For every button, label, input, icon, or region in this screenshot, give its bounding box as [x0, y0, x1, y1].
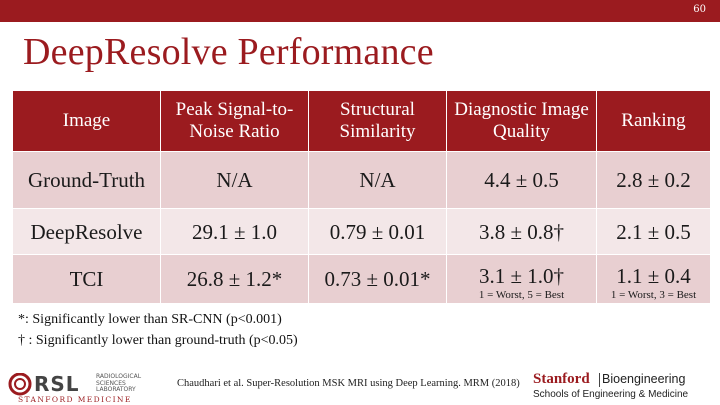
rsl-subtitle: RADIOLOGICAL SCIENCES LABORATORY: [96, 373, 142, 393]
rsl-emblem-icon: [8, 373, 32, 396]
cell-quality: 3.1 ± 1.0† 1 = Worst, 5 = Best: [446, 254, 597, 304]
cell-quality: 3.8 ± 0.8†: [446, 208, 597, 255]
slide-number: 60: [693, 4, 706, 15]
cell-psnr: N/A: [160, 151, 309, 209]
citation: Chaudhari et al. Super-Resolution MSK MR…: [177, 378, 520, 389]
table-row: Ground-Truth N/A N/A 4.4 ± 0.5 2.8 ± 0.2: [12, 151, 711, 209]
schools-label: Schools of Engineering & Medicine: [533, 389, 689, 400]
cell-ssim: 0.79 ± 0.01: [308, 208, 447, 255]
results-table: Image Peak Signal-to-Noise Ratio Structu…: [12, 90, 711, 304]
header-image: Image: [12, 90, 161, 152]
quality-scale-note: 1 = Worst, 5 = Best: [478, 288, 565, 301]
cell-ranking: 2.1 ± 0.5: [596, 208, 711, 255]
cell-psnr: 29.1 ± 1.0: [160, 208, 309, 255]
header-ssim: Structural Similarity: [308, 90, 447, 152]
ranking-scale-note: 1 = Worst, 3 = Best: [610, 288, 697, 301]
table-row: TCI 26.8 ± 1.2* 0.73 ± 0.01* 3.1 ± 1.0† …: [12, 254, 711, 304]
stanford-bioengineering-logo: Stanford Bioengineering Schools of Engin…: [533, 371, 715, 403]
cell-ranking: 2.8 ± 0.2: [596, 151, 711, 209]
slide-title: DeepResolve Performance: [23, 31, 434, 73]
stanford-wordmark: Stanford: [533, 371, 590, 387]
cell-image: TCI: [12, 254, 161, 304]
header-ranking: Ranking: [596, 90, 711, 152]
rsl-logo: RSL RADIOLOGICAL SCIENCES LABORATORY STA…: [8, 372, 158, 404]
top-bar: 60: [0, 0, 720, 22]
table-header-row: Image Peak Signal-to-Noise Ratio Structu…: [12, 90, 711, 152]
cell-quality: 4.4 ± 0.5: [446, 151, 597, 209]
cell-ranking-value: 1.1 ± 0.4: [616, 263, 691, 288]
cell-ranking: 1.1 ± 0.4 1 = Worst, 3 = Best: [596, 254, 711, 304]
footnote-dagger: † : Significantly lower than ground-trut…: [18, 333, 298, 348]
table-row: DeepResolve 29.1 ± 1.0 0.79 ± 0.01 3.8 ±…: [12, 208, 711, 255]
cell-quality-value: 3.1 ± 1.0†: [478, 263, 565, 288]
cell-psnr: 26.8 ± 1.2*: [160, 254, 309, 304]
cell-image: DeepResolve: [12, 208, 161, 255]
rsl-abbrev: RSL: [34, 372, 80, 396]
cell-ssim: 0.73 ± 0.01*: [308, 254, 447, 304]
footnote-asterisk: *: Significantly lower than SR-CNN (p<0.…: [18, 312, 282, 327]
header-psnr: Peak Signal-to-Noise Ratio: [160, 90, 309, 152]
bioengineering-label: Bioengineering: [602, 372, 686, 386]
logo-divider: [599, 373, 600, 387]
rsl-tagline: STANFORD MEDICINE: [18, 395, 132, 404]
header-quality: Diagnostic Image Quality: [446, 90, 597, 152]
cell-ssim: N/A: [308, 151, 447, 209]
cell-image: Ground-Truth: [12, 151, 161, 209]
